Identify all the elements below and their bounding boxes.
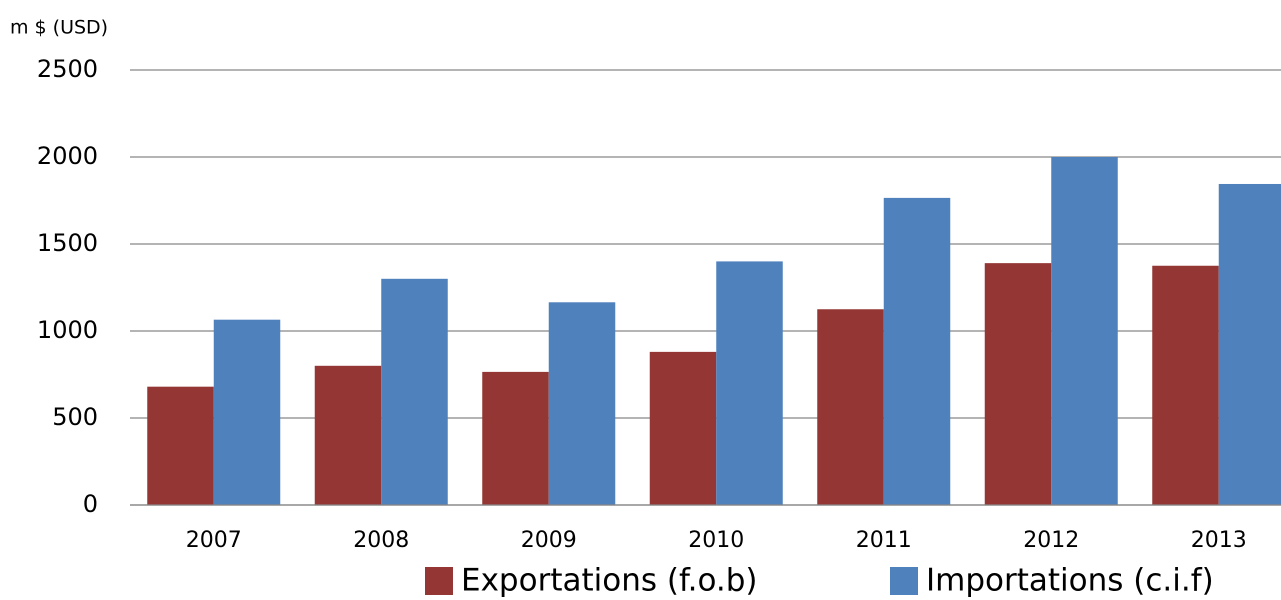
bar (548, 302, 616, 505)
bar (817, 309, 884, 505)
x-tick-label: 2011 (856, 528, 912, 553)
bar (984, 263, 1052, 505)
y-tick-label: 500 (52, 403, 98, 431)
bar (381, 278, 448, 505)
bar (1152, 265, 1219, 505)
y-tick-label: 0 (83, 490, 98, 518)
y-tick-label: 1500 (37, 229, 98, 257)
bar (716, 261, 783, 505)
bar (1218, 183, 1281, 505)
bar (314, 365, 382, 505)
bar (147, 386, 214, 505)
x-tick-label: 2010 (688, 528, 744, 553)
bar (1051, 157, 1118, 505)
bar (649, 351, 717, 505)
legend-swatch (890, 567, 918, 595)
y-axis-label: m $ (USD) (10, 17, 108, 39)
y-tick-label: 2000 (37, 142, 98, 170)
x-tick-label: 2007 (186, 528, 242, 553)
x-tick-label: 2012 (1023, 528, 1079, 553)
bar (482, 371, 549, 505)
legend-label: Importations (c.i.f) (926, 563, 1214, 599)
x-tick-label: 2013 (1191, 528, 1247, 553)
legend-label: Exportations (f.o.b) (461, 563, 758, 599)
legend-swatch (425, 567, 453, 595)
x-tick-label: 2008 (353, 528, 409, 553)
y-tick-label: 1000 (37, 316, 98, 344)
x-tick-label: 2009 (521, 528, 577, 553)
bar (213, 319, 281, 505)
y-tick-label: 2500 (37, 55, 98, 83)
bar (883, 197, 951, 505)
